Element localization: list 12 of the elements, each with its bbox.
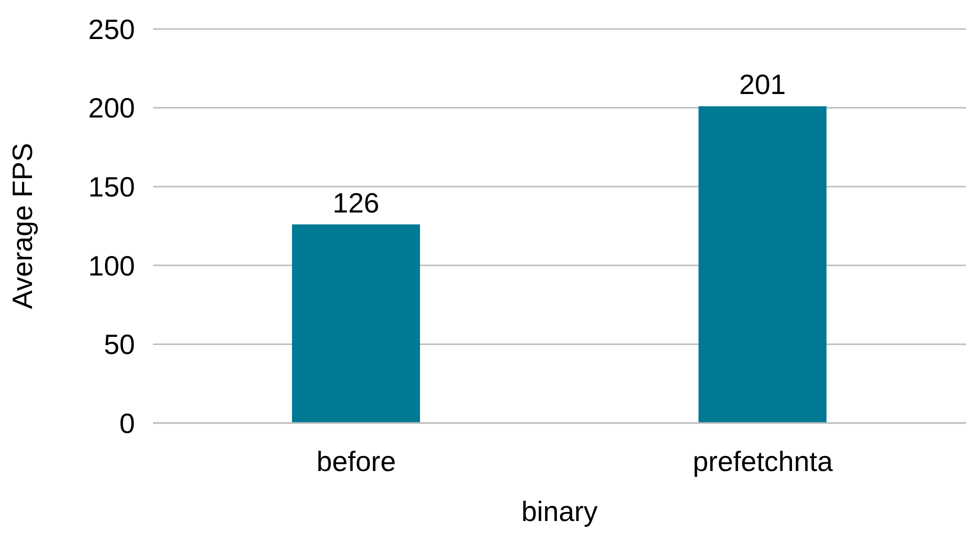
x-tick-label: prefetchnta [692,446,834,477]
y-tick-label: 200 [88,92,135,124]
data-label: 126 [332,187,380,218]
y-tick-label: 0 [119,408,135,439]
data-label: 201 [739,69,786,100]
y-tick-label: 250 [88,14,135,45]
y-axis-title: Average FPS [6,142,38,310]
x-axis-title: binary [521,496,598,527]
x-tick-label: before [316,446,396,477]
y-tick-label: 150 [88,172,135,203]
y-tick-label: 100 [88,250,135,282]
y-tick-label: 50 [104,329,135,360]
